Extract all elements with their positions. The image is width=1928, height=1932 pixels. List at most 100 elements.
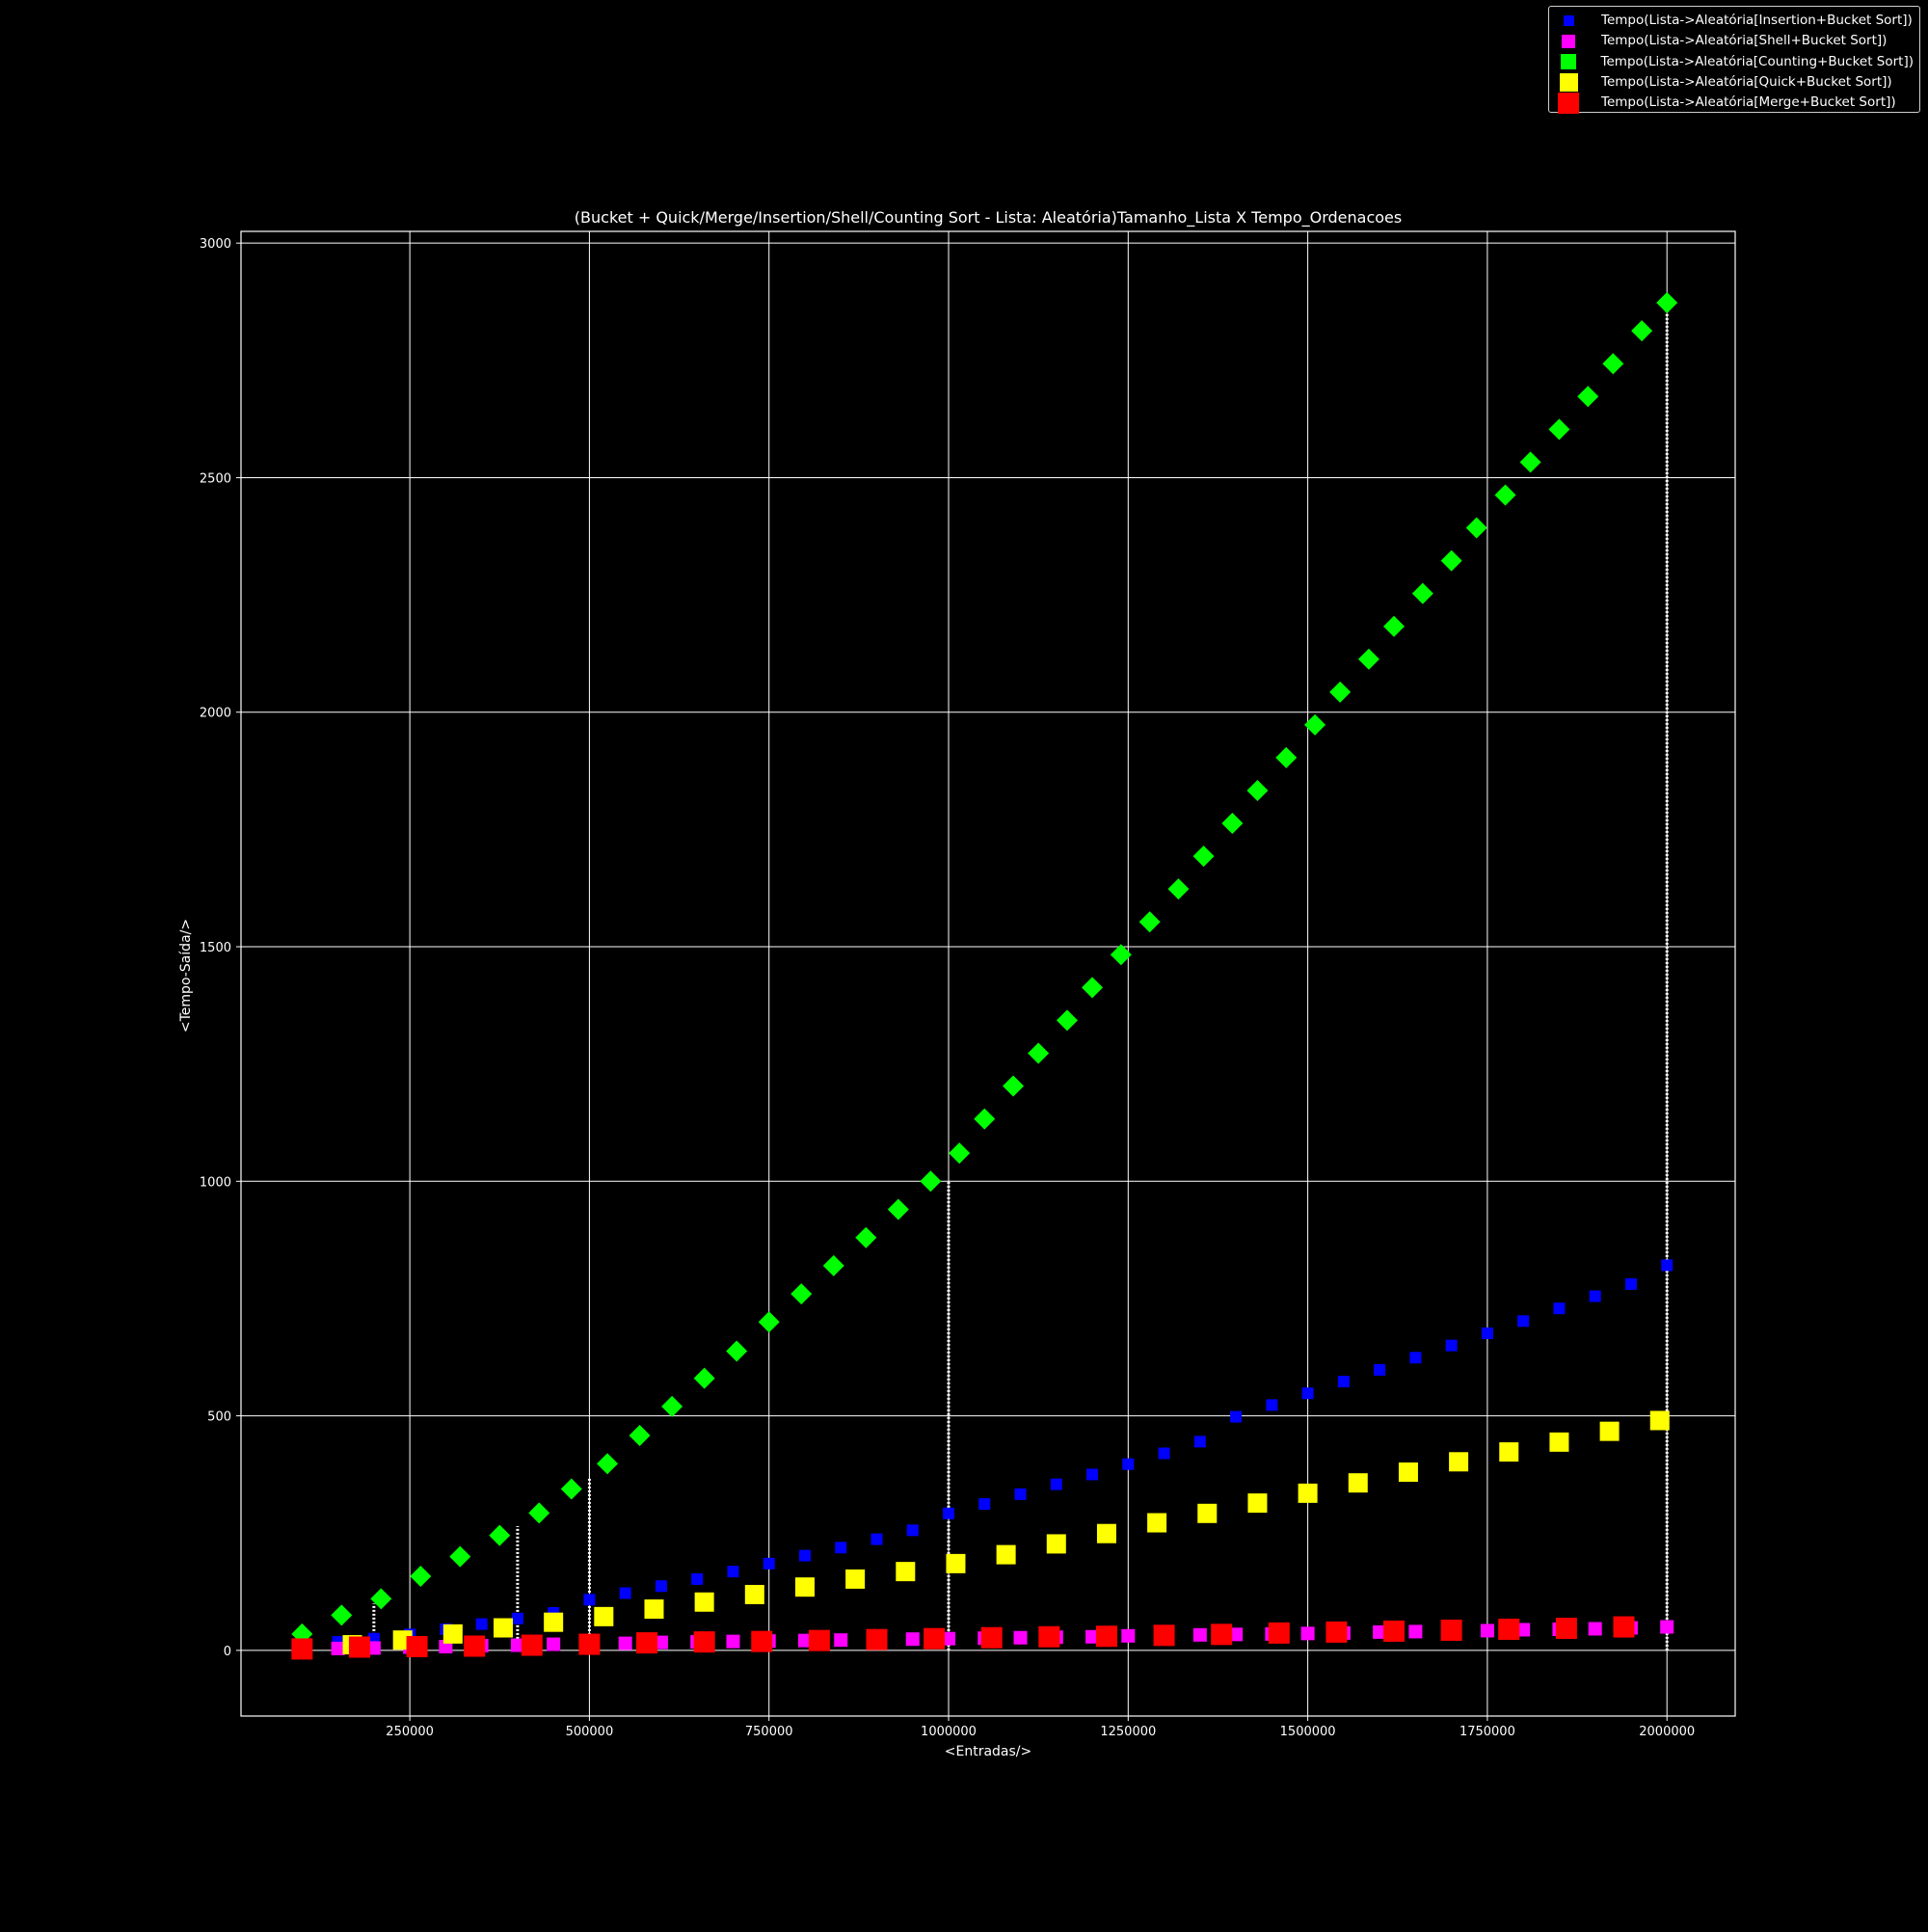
data-point	[1192, 1627, 1207, 1642]
data-point	[1440, 1619, 1462, 1641]
data-point	[1229, 1627, 1244, 1642]
data-point	[949, 1142, 971, 1165]
legend-swatch	[1562, 34, 1575, 48]
data-point	[978, 1498, 991, 1511]
data-series	[291, 291, 1678, 1660]
data-point	[798, 1549, 811, 1562]
data-point	[691, 1572, 704, 1585]
data-point	[797, 1633, 812, 1648]
legend-item: Tempo(Lista->Aleatória[Counting+Bucket S…	[1555, 52, 1914, 72]
data-point	[1383, 1620, 1406, 1642]
legend-swatch-wrap	[1555, 52, 1582, 72]
data-point	[1095, 1625, 1117, 1648]
data-point	[1553, 1302, 1566, 1315]
data-point	[1656, 291, 1678, 313]
data-point	[790, 1283, 813, 1305]
data-point	[629, 1425, 651, 1447]
data-point	[1408, 1624, 1423, 1639]
data-point	[1122, 1458, 1135, 1470]
data-point	[464, 1635, 486, 1657]
data-point	[1167, 878, 1190, 900]
x-tick-label: 1000000	[921, 1725, 977, 1739]
data-point	[493, 1618, 513, 1638]
data-point	[974, 1108, 996, 1130]
data-point	[366, 1641, 381, 1655]
data-point	[1383, 615, 1406, 637]
data-point	[1602, 353, 1624, 375]
legend-swatch-wrap	[1555, 72, 1582, 93]
data-point	[1147, 1513, 1167, 1533]
data-point	[727, 1566, 739, 1578]
data-point	[1449, 1452, 1469, 1472]
data-point	[1085, 1629, 1100, 1644]
data-point	[1013, 1630, 1028, 1645]
data-point	[1014, 1488, 1027, 1500]
data-point	[655, 1580, 667, 1593]
data-point	[331, 1641, 345, 1655]
data-point	[1661, 1259, 1674, 1272]
data-point	[560, 1478, 582, 1500]
data-point	[597, 1453, 619, 1475]
data-point	[1300, 1626, 1315, 1641]
data-point	[1082, 977, 1104, 999]
x-tick-label: 500000	[566, 1725, 614, 1739]
data-point	[1337, 1376, 1350, 1388]
data-point	[1519, 451, 1541, 473]
data-point	[694, 1592, 714, 1612]
data-point	[1246, 779, 1269, 801]
legend-swatch-wrap	[1555, 92, 1582, 114]
data-point	[594, 1606, 614, 1626]
data-point	[996, 1544, 1016, 1565]
x-tick-label: 250000	[386, 1725, 434, 1739]
grid-lines	[241, 231, 1735, 1716]
data-point	[619, 1587, 631, 1599]
data-point	[618, 1636, 632, 1650]
data-point	[1230, 1410, 1243, 1423]
data-point	[942, 1631, 956, 1646]
data-point	[1499, 1442, 1519, 1462]
legend-label: Tempo(Lista->Aleatória[Merge+Bucket Sort…	[1601, 94, 1896, 111]
data-point	[1028, 1042, 1050, 1064]
data-point	[528, 1502, 550, 1524]
data-point	[406, 1635, 428, 1657]
data-point	[870, 1533, 883, 1545]
data-point	[1153, 1624, 1175, 1647]
y-tick-label: 2000	[200, 707, 231, 721]
data-point	[808, 1629, 830, 1651]
data-point	[1440, 550, 1462, 572]
data-point	[1304, 713, 1326, 736]
legend-swatch-wrap	[1555, 11, 1582, 31]
data-point	[845, 1569, 866, 1589]
data-point	[905, 1632, 920, 1647]
data-point	[1138, 911, 1161, 933]
y-axis-label: <Tempo-Saída/>	[178, 919, 194, 1033]
data-point	[1003, 1075, 1025, 1097]
data-point	[1548, 418, 1570, 441]
data-point	[751, 1630, 773, 1652]
data-point	[1298, 1483, 1318, 1503]
data-point	[521, 1634, 543, 1656]
data-point	[1589, 1290, 1601, 1302]
data-point	[1197, 1503, 1218, 1523]
data-point	[693, 1367, 715, 1389]
data-point	[1357, 648, 1379, 670]
data-point	[348, 1636, 370, 1658]
data-point	[758, 1311, 780, 1333]
data-point	[920, 1170, 942, 1193]
data-point	[1398, 1462, 1418, 1482]
chart-title: (Bucket + Quick/Merge/Insertion/Shell/Co…	[575, 208, 1402, 228]
data-point	[636, 1632, 658, 1654]
legend-label: Tempo(Lista->Aleatória[Counting+Bucket S…	[1600, 53, 1914, 69]
data-point	[1517, 1315, 1530, 1328]
y-tick-label: 1500	[200, 941, 231, 955]
data-point	[835, 1542, 847, 1554]
data-point	[1624, 1277, 1637, 1290]
data-point	[489, 1524, 511, 1546]
legend-swatch	[1558, 92, 1579, 114]
data-point	[1121, 1628, 1136, 1643]
data-point	[1193, 1436, 1206, 1448]
axis-ticks: 250000 500000 750000 1000000 1250000 1500000 1…	[200, 237, 1695, 1739]
data-point	[1373, 1624, 1387, 1639]
x-axis-label: <Entradas/>	[945, 1744, 1031, 1759]
